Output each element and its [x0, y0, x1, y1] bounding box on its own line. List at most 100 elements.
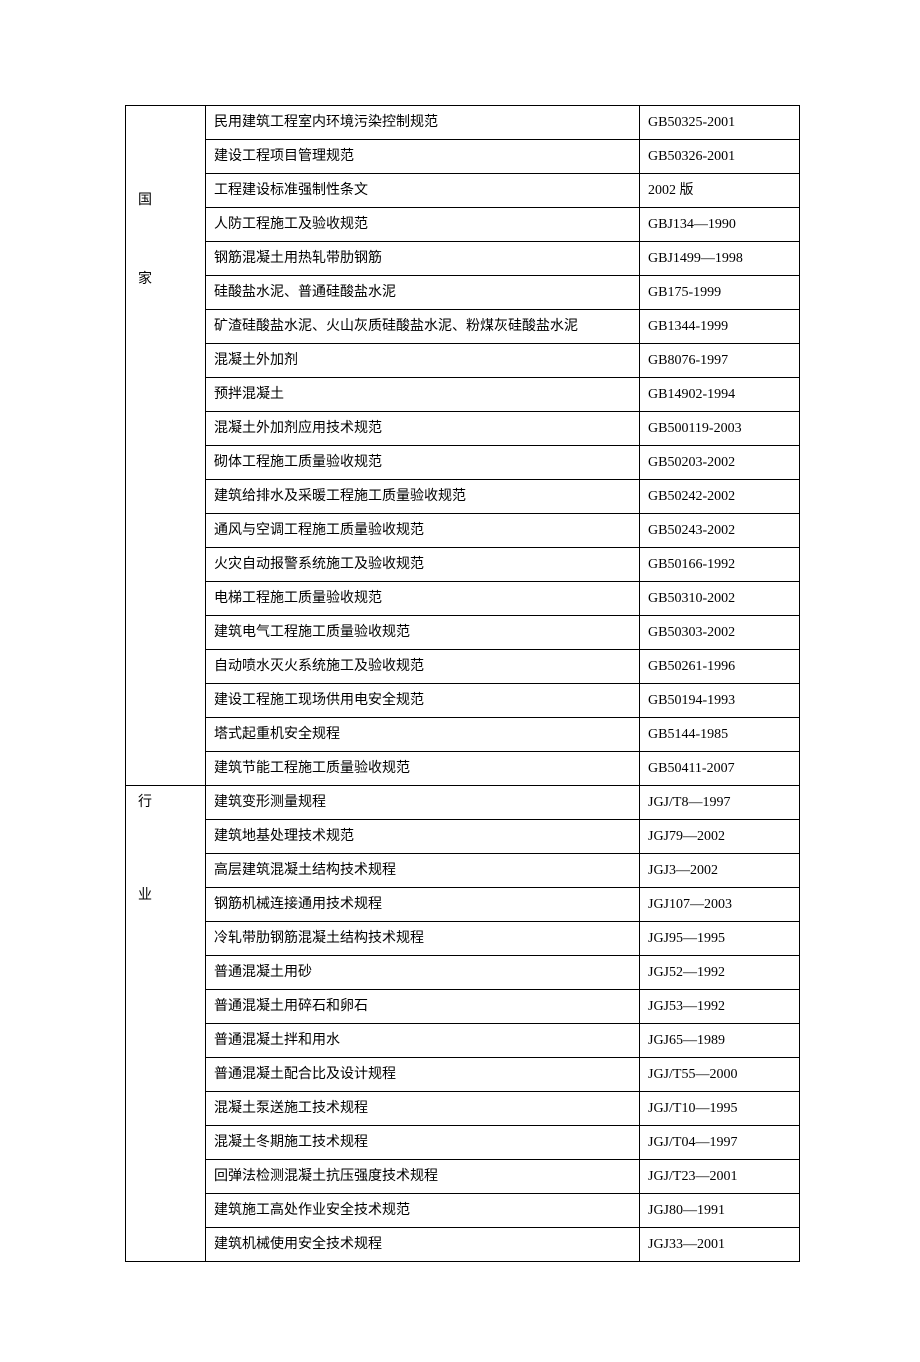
standard-name: 建筑节能工程施工质量验收规范 — [206, 752, 640, 786]
standard-name: 建设工程施工现场供用电安全规范 — [206, 684, 640, 718]
standard-code: JGJ/T23—2001 — [640, 1160, 800, 1194]
standard-name: 钢筋机械连接通用技术规程 — [206, 888, 640, 922]
standard-name: 钢筋混凝土用热轧带肋钢筋 — [206, 242, 640, 276]
standard-code: GB50194-1993 — [640, 684, 800, 718]
table-row: 冷轧带肋钢筋混凝土结构技术规程 JGJ95—1995 — [126, 922, 800, 956]
standard-code: 2002 版 — [640, 174, 800, 208]
standard-name: 预拌混凝土 — [206, 378, 640, 412]
standard-name: 混凝土泵送施工技术规程 — [206, 1092, 640, 1126]
standard-code: GBJ134—1990 — [640, 208, 800, 242]
standard-code: GBJ1499—1998 — [640, 242, 800, 276]
standard-name: 工程建设标准强制性条文 — [206, 174, 640, 208]
standard-name: 普通混凝土拌和用水 — [206, 1024, 640, 1058]
standard-code: GB8076-1997 — [640, 344, 800, 378]
standard-name: 火灾自动报警系统施工及验收规范 — [206, 548, 640, 582]
standard-name: 自动喷水灭火系统施工及验收规范 — [206, 650, 640, 684]
table-row: 预拌混凝土 GB14902-1994 — [126, 378, 800, 412]
table-row: 建设工程项目管理规范 GB50326-2001 — [126, 140, 800, 174]
table-row: 工程建设标准强制性条文 2002 版 — [126, 174, 800, 208]
standard-name: 建筑电气工程施工质量验收规范 — [206, 616, 640, 650]
standard-code: GB50203-2002 — [640, 446, 800, 480]
standard-code: JGJ/T10—1995 — [640, 1092, 800, 1126]
table-row: 建筑给排水及采暖工程施工质量验收规范 GB50242-2002 — [126, 480, 800, 514]
standard-code: JGJ/T55—2000 — [640, 1058, 800, 1092]
table-row: 普通混凝土拌和用水 JGJ65—1989 — [126, 1024, 800, 1058]
standard-code: GB50261-1996 — [640, 650, 800, 684]
standards-table-wrapper: 国 家 民用建筑工程室内环境污染控制规范 GB50325-2001 建设工程项目… — [125, 105, 800, 1262]
standard-name: 建筑变形测量规程 — [206, 786, 640, 820]
standard-code: JGJ80—1991 — [640, 1194, 800, 1228]
table-row: 行 业 建筑变形测量规程 JGJ/T8—1997 — [126, 786, 800, 820]
standard-code: JGJ33—2001 — [640, 1228, 800, 1262]
category-cell-national: 国 家 — [126, 106, 206, 786]
category-char: 家 — [138, 269, 197, 290]
category-cell-industry: 行 业 — [126, 786, 206, 1262]
standard-name: 砌体工程施工质量验收规范 — [206, 446, 640, 480]
table-row: 普通混凝土配合比及设计规程 JGJ/T55—2000 — [126, 1058, 800, 1092]
table-row: 火灾自动报警系统施工及验收规范 GB50166-1992 — [126, 548, 800, 582]
standard-name: 民用建筑工程室内环境污染控制规范 — [206, 106, 640, 140]
standard-name: 混凝土外加剂 — [206, 344, 640, 378]
standard-name: 建筑地基处理技术规范 — [206, 820, 640, 854]
standard-code: GB5144-1985 — [640, 718, 800, 752]
table-row: 建筑地基处理技术规范 JGJ79—2002 — [126, 820, 800, 854]
standard-name: 普通混凝土用砂 — [206, 956, 640, 990]
table-row: 塔式起重机安全规程 GB5144-1985 — [126, 718, 800, 752]
standard-code: JGJ53—1992 — [640, 990, 800, 1024]
table-row: 人防工程施工及验收规范 GBJ134—1990 — [126, 208, 800, 242]
table-row: 混凝土泵送施工技术规程 JGJ/T10—1995 — [126, 1092, 800, 1126]
standard-code: GB1344-1999 — [640, 310, 800, 344]
standard-code: GB50326-2001 — [640, 140, 800, 174]
standard-name: 普通混凝土用碎石和卵石 — [206, 990, 640, 1024]
standard-code: GB50325-2001 — [640, 106, 800, 140]
standard-code: GB175-1999 — [640, 276, 800, 310]
table-row: 硅酸盐水泥、普通硅酸盐水泥 GB175-1999 — [126, 276, 800, 310]
table-row: 矿渣硅酸盐水泥、火山灰质硅酸盐水泥、粉煤灰硅酸盐水泥 GB1344-1999 — [126, 310, 800, 344]
table-row: 自动喷水灭火系统施工及验收规范 GB50261-1996 — [126, 650, 800, 684]
table-row: 回弹法检测混凝土抗压强度技术规程 JGJ/T23—2001 — [126, 1160, 800, 1194]
standard-code: JGJ/T8—1997 — [640, 786, 800, 820]
standard-code: GB500119-2003 — [640, 412, 800, 446]
standards-table: 国 家 民用建筑工程室内环境污染控制规范 GB50325-2001 建设工程项目… — [125, 105, 800, 1262]
standard-code: GB14902-1994 — [640, 378, 800, 412]
standard-code: JGJ79—2002 — [640, 820, 800, 854]
standard-code: JGJ52—1992 — [640, 956, 800, 990]
standard-name: 硅酸盐水泥、普通硅酸盐水泥 — [206, 276, 640, 310]
table-row: 普通混凝土用砂 JGJ52—1992 — [126, 956, 800, 990]
table-row: 建设工程施工现场供用电安全规范 GB50194-1993 — [126, 684, 800, 718]
table-row: 通风与空调工程施工质量验收规范 GB50243-2002 — [126, 514, 800, 548]
table-row: 混凝土冬期施工技术规程 JGJ/T04—1997 — [126, 1126, 800, 1160]
standard-code: GB50166-1992 — [640, 548, 800, 582]
standard-code: JGJ95—1995 — [640, 922, 800, 956]
standard-code: JGJ107—2003 — [640, 888, 800, 922]
standard-name: 回弹法检测混凝土抗压强度技术规程 — [206, 1160, 640, 1194]
standard-code: GB50242-2002 — [640, 480, 800, 514]
standard-name: 建筑施工高处作业安全技术规范 — [206, 1194, 640, 1228]
table-row: 建筑施工高处作业安全技术规范 JGJ80—1991 — [126, 1194, 800, 1228]
category-char: 国 — [138, 190, 197, 211]
table-row: 建筑电气工程施工质量验收规范 GB50303-2002 — [126, 616, 800, 650]
standard-name: 通风与空调工程施工质量验收规范 — [206, 514, 640, 548]
category-char: 业 — [138, 885, 197, 906]
table-row: 钢筋机械连接通用技术规程 JGJ107—2003 — [126, 888, 800, 922]
table-row: 建筑节能工程施工质量验收规范 GB50411-2007 — [126, 752, 800, 786]
standard-name: 人防工程施工及验收规范 — [206, 208, 640, 242]
table-body: 国 家 民用建筑工程室内环境污染控制规范 GB50325-2001 建设工程项目… — [126, 106, 800, 1262]
standard-name: 矿渣硅酸盐水泥、火山灰质硅酸盐水泥、粉煤灰硅酸盐水泥 — [206, 310, 640, 344]
standard-name: 冷轧带肋钢筋混凝土结构技术规程 — [206, 922, 640, 956]
table-row: 混凝土外加剂 GB8076-1997 — [126, 344, 800, 378]
standard-name: 高层建筑混凝土结构技术规程 — [206, 854, 640, 888]
category-char: 行 — [138, 792, 197, 813]
standard-code: GB50310-2002 — [640, 582, 800, 616]
standard-name: 建设工程项目管理规范 — [206, 140, 640, 174]
table-row: 电梯工程施工质量验收规范 GB50310-2002 — [126, 582, 800, 616]
table-row: 混凝土外加剂应用技术规范 GB500119-2003 — [126, 412, 800, 446]
standard-name: 建筑给排水及采暖工程施工质量验收规范 — [206, 480, 640, 514]
standard-name: 普通混凝土配合比及设计规程 — [206, 1058, 640, 1092]
table-row: 钢筋混凝土用热轧带肋钢筋 GBJ1499—1998 — [126, 242, 800, 276]
table-row: 高层建筑混凝土结构技术规程 JGJ3—2002 — [126, 854, 800, 888]
standard-code: JGJ65—1989 — [640, 1024, 800, 1058]
standard-name: 混凝土外加剂应用技术规范 — [206, 412, 640, 446]
standard-code: JGJ/T04—1997 — [640, 1126, 800, 1160]
standard-name: 建筑机械使用安全技术规程 — [206, 1228, 640, 1262]
